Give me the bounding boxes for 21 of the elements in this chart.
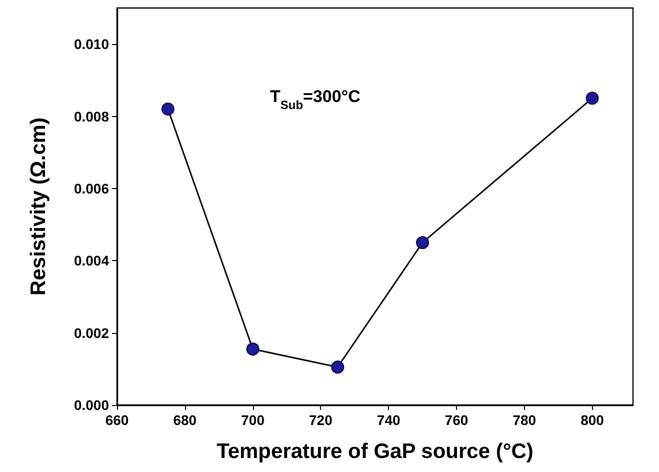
x-tick-label: 680 (173, 412, 197, 428)
y-tick-label: 0.004 (74, 252, 110, 269)
x-tick-label: 800 (580, 412, 604, 428)
point (331, 360, 344, 374)
x-tick-label: 760 (444, 412, 468, 428)
x-tick-label: 700 (241, 412, 265, 428)
y-tick-label: 0.008 (74, 108, 110, 124)
y-axis-title: Resistivity (Ω.cm) (27, 118, 50, 296)
x-tick-label: 660 (105, 412, 129, 428)
x-tick-label: 720 (309, 412, 333, 428)
y-tick-label: 0.002 (74, 324, 110, 341)
x-axis-title: Temperature of GaP source (°C) (216, 440, 534, 463)
point (246, 342, 260, 356)
y-tick-label: 0.000 (74, 397, 110, 413)
point (161, 102, 174, 116)
point (586, 92, 599, 105)
y-tick-label: 0.006 (74, 180, 110, 196)
x-tick-label: 780 (512, 412, 536, 428)
point (416, 236, 430, 250)
y-tick-label: 0.010 (74, 36, 110, 52)
x-tick-label: 740 (376, 412, 400, 428)
